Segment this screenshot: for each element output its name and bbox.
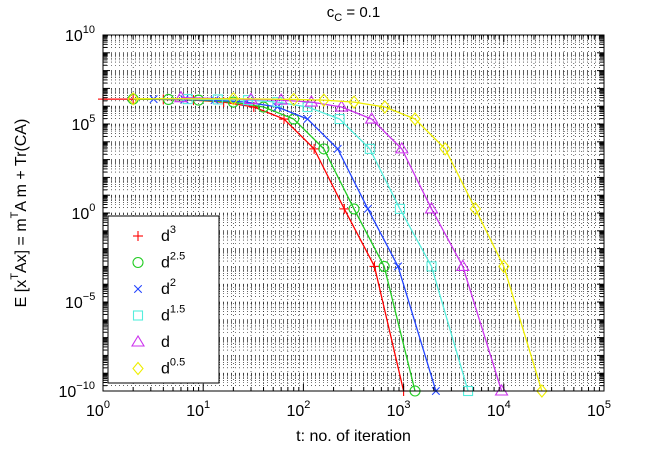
x-tick-label: 103 [387,399,411,420]
series-layer [98,90,548,398]
legend-label: d0.5 [161,357,185,378]
legend-marker [133,231,143,241]
y-tick-label: 100 [72,202,96,223]
marker-stroke [210,95,219,105]
legend-entry: d0.5 [132,357,185,378]
data-point [318,93,330,107]
x-tick-label: 105 [587,399,611,420]
data-point [498,259,510,274]
legend-entry: d1.5 [132,304,185,325]
legend-entry: d2 [133,277,176,298]
marker-stroke [333,144,342,154]
data-point [363,204,373,214]
data-point [424,201,439,214]
y-tick-label: 1010 [65,24,95,45]
data-point [173,90,188,103]
data-point [378,260,390,272]
data-point [394,141,409,154]
data-point [469,202,482,216]
data-point [339,203,350,214]
data-point [127,91,139,106]
data-point [364,111,379,124]
legend-label: d2.5 [161,251,185,272]
x-tick-label: 100 [86,399,110,420]
data-point [257,101,270,113]
legend-entry: d [131,334,170,351]
grid [103,35,604,391]
axes [102,34,605,392]
series-line [187,98,469,392]
data-point [348,203,360,215]
legend-marker [133,284,143,294]
data-point [334,113,345,125]
legend-marker [132,361,144,376]
data-point [364,143,375,154]
series-d-0_5 [127,91,548,398]
series-line [133,98,543,392]
data-point [318,143,330,155]
data-point [369,261,380,272]
data-point [536,384,548,398]
legend-entry: d3 [133,224,176,245]
marker-stroke [133,284,143,294]
chart-title: cC = 0.1 [327,4,380,24]
data-point [379,100,391,114]
data-point [303,114,312,124]
legend-marker [132,256,144,269]
legend-marker [131,334,145,347]
legend-marker [132,310,144,321]
legend-entry: d2.5 [132,251,185,272]
data-point [333,144,342,154]
data-point [426,261,437,272]
x-tick-label: 104 [487,399,511,420]
data-point [439,142,451,156]
data-point [287,92,300,107]
labels: 100 101 102 103 104 105 10−10 10−5 100 105 1010 cC … [9,4,611,445]
series-line [180,97,503,392]
data-point [409,112,421,126]
data-point [304,95,319,107]
data-point [309,143,320,154]
data-point [394,203,406,214]
x-tick-label: 102 [286,399,310,420]
marker-stroke [393,262,403,271]
legend-label: d2 [161,277,176,298]
data-point [393,262,403,271]
y-tick-label: 10−5 [65,291,95,312]
legend-box [107,215,220,384]
data-point [272,97,283,108]
data-point [348,95,360,109]
data-point [455,259,470,271]
data-point [334,99,349,112]
legend-label: d [161,334,170,351]
marker-stroke [303,114,312,124]
data-point [494,383,509,396]
y-axis-label: E [xTAx] = mTA m + Tr(CA) [9,119,30,308]
y-tick-label: 105 [72,113,96,134]
y-tick-label: 10−10 [59,380,95,401]
legend-label: d3 [161,224,176,245]
legend: d3 d2.5 d2 d1.5 d d0.5 [107,215,220,384]
marker-stroke [363,204,373,214]
x-axis-label: t: no. of iteration [296,428,411,445]
series-d-1 [173,90,509,396]
data-point [210,95,219,105]
data-point [227,91,240,106]
x-tick-label: 101 [186,399,210,420]
legend-label: d1.5 [161,304,185,325]
